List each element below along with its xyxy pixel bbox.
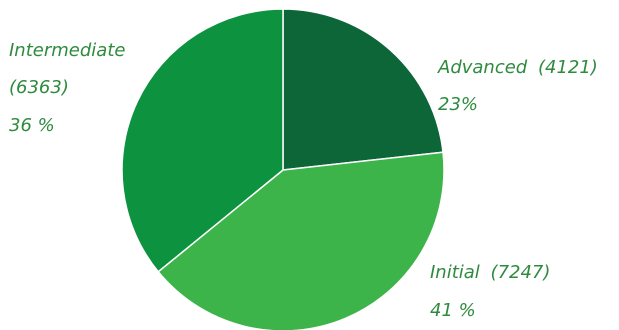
pie-slices: [121, 8, 445, 330]
label-initial-count: (7247): [491, 262, 551, 283]
label-initial-name: Initial: [430, 262, 480, 283]
label-advanced-pct: 23%: [438, 94, 478, 115]
label-advanced: Advanced (4121): [437, 57, 598, 78]
label-intermediate-pct: 36 %: [9, 115, 55, 136]
pie-slice-intermediate: [121, 8, 284, 273]
label-advanced-name: Advanced: [437, 57, 528, 78]
label-advanced-count: (4121): [538, 57, 598, 78]
label-intermediate-name: Intermediate: [9, 40, 125, 61]
label-initial: Initial (7247): [430, 262, 550, 283]
pie-slice-advanced: [282, 8, 444, 171]
pie-slice-initial: [157, 151, 445, 330]
label-intermediate-count: (6363): [9, 77, 69, 98]
label-initial-pct: 41 %: [430, 300, 476, 321]
